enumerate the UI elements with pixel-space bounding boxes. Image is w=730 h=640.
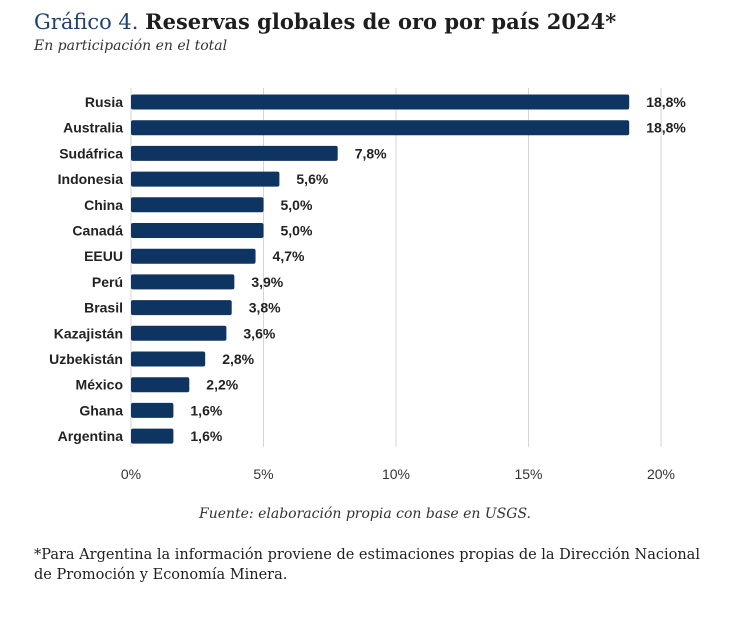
x-tick-label: 15% <box>514 466 542 482</box>
title-main: Reservas globales de oro por país 2024* <box>145 9 617 34</box>
x-tick-label: 10% <box>382 466 410 482</box>
bar <box>131 94 630 110</box>
grid-lines <box>130 88 662 447</box>
bar <box>131 248 256 264</box>
bar <box>131 300 232 316</box>
value-label: 18,8% <box>646 94 686 110</box>
category-label: Perú <box>92 274 123 290</box>
category-label: Kazajistán <box>54 325 123 341</box>
bar <box>131 402 174 418</box>
bar <box>131 171 280 187</box>
category-label: México <box>76 377 123 393</box>
category-label: Rusia <box>85 94 123 110</box>
x-tick-label: 0% <box>121 466 141 482</box>
bar <box>131 197 264 213</box>
category-label: Argentina <box>58 428 124 444</box>
category-label: Uzbekistán <box>49 351 123 367</box>
bar <box>131 274 235 290</box>
value-label: 5,0% <box>281 223 313 239</box>
value-label: 2,2% <box>206 377 238 393</box>
chart-subtitle: En participación en el total <box>34 38 228 54</box>
value-label: 2,8% <box>222 351 254 367</box>
value-label: 1,6% <box>190 428 222 444</box>
title-prefix: Gráfico 4. <box>34 10 139 34</box>
value-label: 4,7% <box>273 248 305 264</box>
value-label: 7,8% <box>355 145 387 161</box>
x-tick-label: 20% <box>647 466 675 482</box>
value-label: 3,8% <box>249 300 281 316</box>
source-note: Fuente: elaboración propia con base en U… <box>198 506 531 522</box>
category-label: China <box>84 197 123 213</box>
chart-title: Gráfico 4. Reservas globales de oro por … <box>34 8 616 36</box>
value-label: 1,6% <box>190 402 222 418</box>
labels: 0% 5% 10% 15% 20% Rusia 18,8% Australia 18,8% Sud… <box>49 94 686 482</box>
value-label: 3,9% <box>251 274 283 290</box>
value-label: 3,6% <box>243 325 275 341</box>
bar <box>131 428 174 444</box>
bar <box>131 351 206 367</box>
value-label: 18,8% <box>646 120 686 136</box>
bar <box>131 145 338 161</box>
category-label: Indonesia <box>58 171 124 187</box>
x-tick-label: 5% <box>253 466 273 482</box>
category-label: Australia <box>63 120 123 136</box>
bar <box>131 223 264 238</box>
category-label: EEUU <box>84 248 123 264</box>
value-label: 5,0% <box>281 197 313 213</box>
category-label: Ghana <box>79 402 123 418</box>
bars <box>131 94 630 444</box>
category-label: Sudáfrica <box>59 145 123 161</box>
category-label: Brasil <box>84 300 123 316</box>
bar <box>131 120 630 136</box>
value-label: 5,6% <box>296 171 328 187</box>
category-label: Canadá <box>72 223 123 239</box>
footnote: *Para Argentina la información proviene … <box>34 547 700 583</box>
bar <box>131 325 227 341</box>
bar <box>131 377 190 393</box>
bar-chart: 0% 5% 10% 15% 20% Rusia 18,8% Australia 18,8% Sud… <box>49 88 686 482</box>
